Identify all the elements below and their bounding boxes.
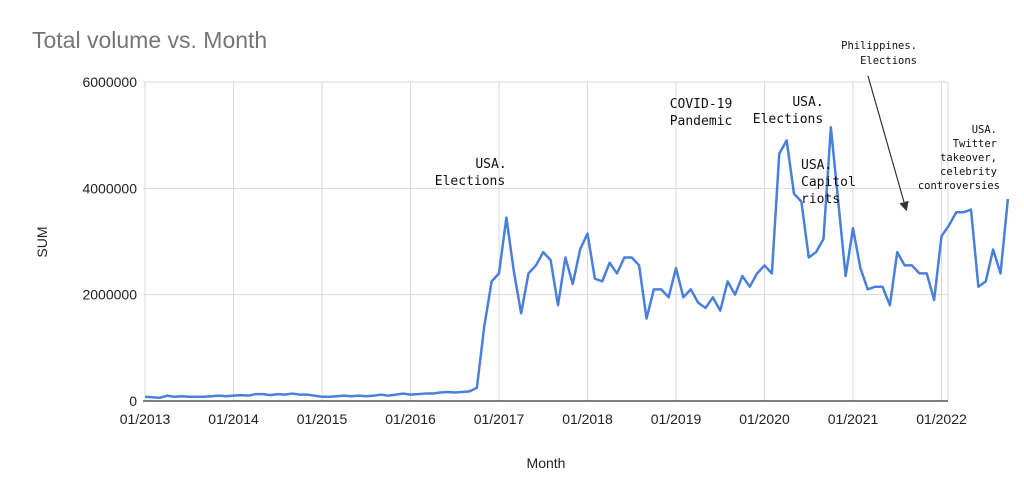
y-tick-label: 6000000 [82, 74, 137, 90]
annotation-philippines: Philippines. Elections [841, 40, 917, 67]
y-axis-ticks: 6000000 4000000 2000000 0 [82, 74, 137, 409]
annotation-line: Elections [753, 112, 823, 127]
annotation-line: Elections [860, 55, 917, 67]
annotation-line: USA. [792, 95, 823, 110]
annotation-line: Philippines. [841, 40, 917, 52]
annotation-line: USA. [475, 157, 506, 172]
annotation-line: celebrity [940, 166, 997, 178]
y-axis-label: SUM [34, 226, 50, 257]
annotation-line: riots [801, 192, 840, 207]
grid [143, 81, 949, 401]
annotation-line: controversies [918, 180, 1000, 192]
annotation-line: Capitol [801, 175, 856, 190]
x-tick-label: 01/2014 [208, 411, 259, 427]
annotation-usa-2020: USA. Elections [753, 95, 824, 127]
y-tick-label: 0 [129, 393, 137, 409]
annotation-line: Elections [435, 174, 505, 189]
annotation-capitol: USA. Capitol riots [801, 158, 856, 207]
x-tick-label: 01/2016 [385, 411, 436, 427]
y-tick-label: 2000000 [82, 287, 137, 303]
x-tick-label: 01/2020 [739, 411, 790, 427]
annotation-line: USA. [972, 124, 997, 136]
x-tick-label: 01/2022 [916, 411, 967, 427]
x-tick-label: 01/2015 [297, 411, 348, 427]
x-tick-label: 01/2019 [651, 411, 702, 427]
y-tick-label: 4000000 [82, 180, 137, 196]
annotation-line: COVID-19 [670, 97, 733, 112]
annotation-line: Pandemic [670, 114, 733, 129]
x-tick-label: 01/2013 [120, 411, 171, 427]
x-axis-ticks: 01/2013 01/2014 01/2015 01/2016 01/2017 01/20… [120, 411, 967, 427]
annotation-arrow [867, 75, 909, 212]
annotation-covid: COVID-19 Pandemic [670, 97, 733, 129]
x-tick-label: 01/2021 [828, 411, 879, 427]
annotation-line: Twitter [953, 138, 997, 150]
annotation-line: takeover, [940, 152, 997, 164]
annotation-line: USA. [801, 158, 832, 173]
x-axis-label: Month [527, 455, 566, 471]
chart-title: Total volume vs. Month [32, 27, 267, 53]
annotation-usa-2016: USA. Elections [435, 157, 507, 189]
x-tick-label: 01/2018 [562, 411, 613, 427]
annotation-twitter: USA. Twitter takeover, celebrity controv… [918, 124, 1000, 192]
x-tick-label: 01/2017 [474, 411, 525, 427]
series-line [144, 125, 1010, 400]
